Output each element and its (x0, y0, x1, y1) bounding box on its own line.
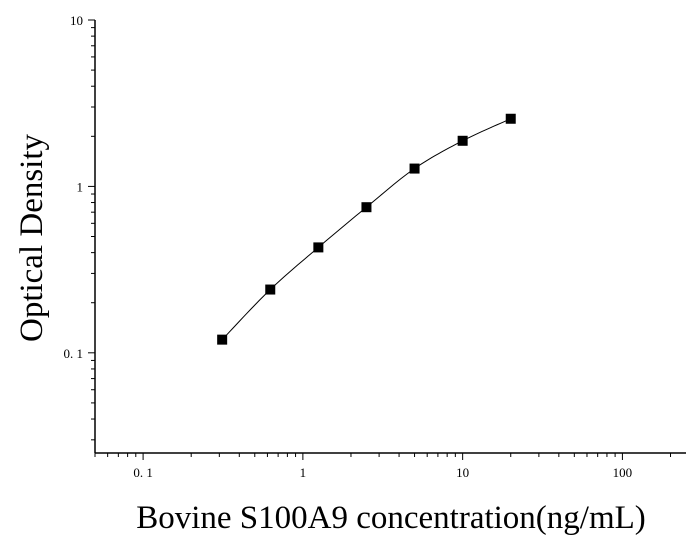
y-axis-title: Optical Density (14, 133, 50, 342)
fit-curve-layer (221, 118, 511, 340)
y-tick-label: 0. 1 (64, 346, 84, 361)
x-axis-title: Bovine S100A9 concentration(ng/mL) (136, 500, 646, 536)
x-tick-label: 100 (613, 465, 633, 480)
x-tick-label: 10 (456, 465, 469, 480)
data-point (457, 135, 468, 146)
data-point (217, 334, 228, 345)
y-axis: 0. 1 1 10 (64, 13, 96, 453)
data-points-layer (217, 113, 516, 345)
y-tick-label: 1 (77, 179, 84, 194)
data-point (265, 284, 276, 295)
data-point (313, 242, 324, 253)
data-point (361, 202, 372, 213)
y-tick-label: 10 (70, 13, 83, 28)
x-tick-label: 0. 1 (133, 465, 153, 480)
data-point (505, 113, 516, 124)
fit-curve (221, 118, 511, 340)
x-tick-label: 1 (300, 465, 307, 480)
x-axis: 0. 1 1 10 100 (94, 452, 686, 480)
data-point (409, 163, 420, 174)
